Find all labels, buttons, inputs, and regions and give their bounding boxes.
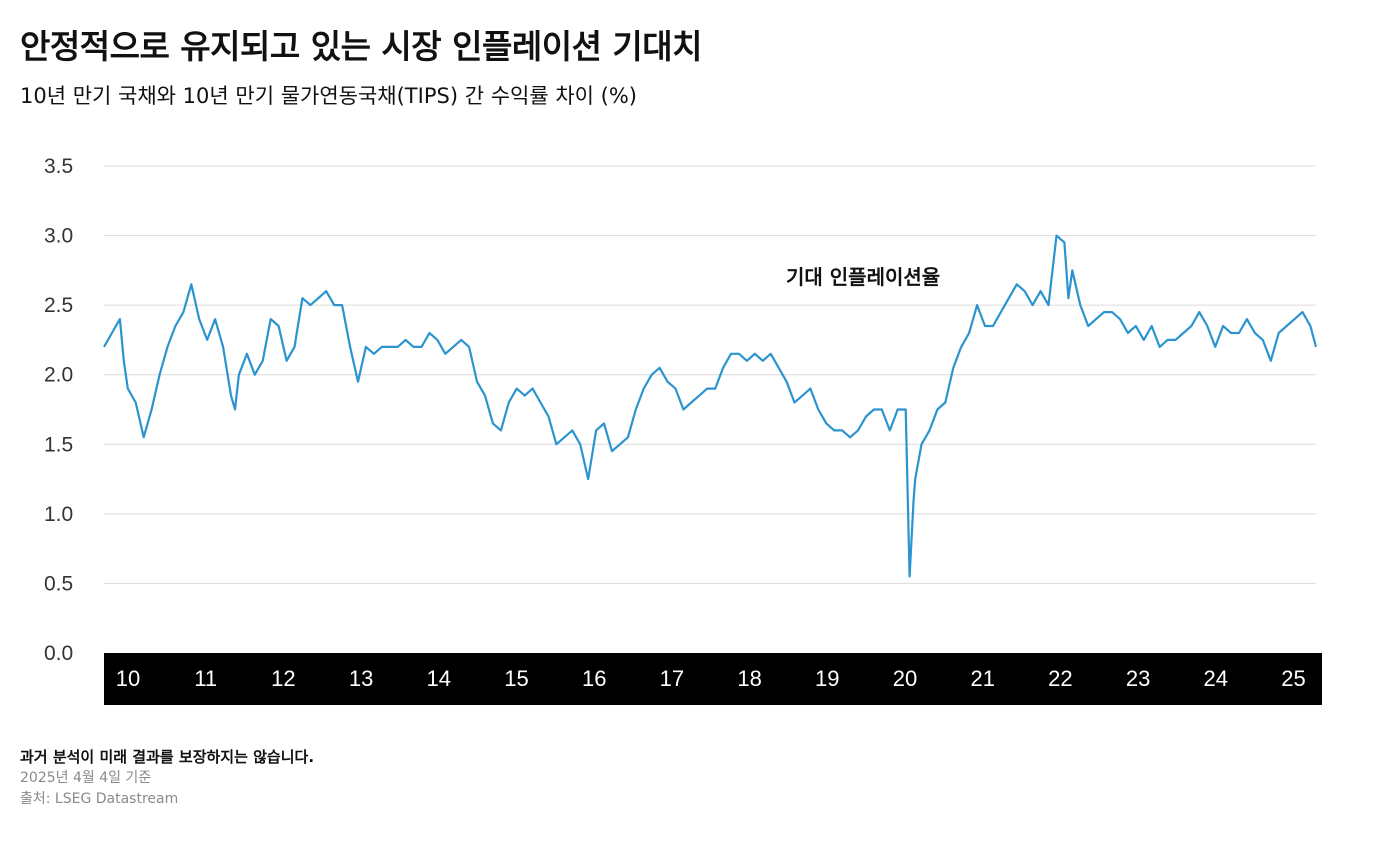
y-tick-label: 1.5 xyxy=(44,433,73,456)
series-line-breakeven xyxy=(103,234,1318,578)
y-axis-tick-labels: 0.0 0.5 1.0 1.5 2.0 2.5 3.0 3.5 xyxy=(44,155,73,665)
x-tick-label: 10 xyxy=(116,666,140,691)
y-tick-label: 0.0 xyxy=(44,642,73,665)
as-of-date: 2025년 4월 4일 기준 xyxy=(20,770,152,786)
y-tick-label: 3.5 xyxy=(44,155,73,178)
x-tick-label: 12 xyxy=(271,666,295,691)
x-tick-label: 13 xyxy=(349,666,373,691)
disclaimer: 과거 분석이 미래 결과를 보장하지는 않습니다. xyxy=(20,748,315,766)
x-tick-label: 11 xyxy=(194,666,217,691)
x-tick-label: 15 xyxy=(504,666,528,691)
x-tick-label: 16 xyxy=(582,666,606,691)
x-tick-label: 22 xyxy=(1048,666,1072,691)
x-tick-label: 18 xyxy=(737,666,761,691)
chart-subtitle: 10년 만기 국채와 10년 만기 물가연동국채(TIPS) 간 수익률 차이 … xyxy=(20,84,637,108)
page-title: 안정적으로 유지되고 있는 시장 인플레이션 기대치 xyxy=(20,27,703,66)
gridlines xyxy=(104,165,1316,584)
y-tick-label: 2.5 xyxy=(44,294,73,317)
x-tick-label: 19 xyxy=(815,666,839,691)
x-tick-label: 23 xyxy=(1126,666,1150,691)
y-tick-label: 3.0 xyxy=(44,225,73,248)
line-annotation: 기대 인플레이션율 xyxy=(786,265,940,289)
x-tick-label: 24 xyxy=(1204,666,1228,691)
x-axis-tick-labels: 10 11 12 13 14 15 16 17 18 19 20 21 22 23 24 25 xyxy=(116,666,1306,691)
x-axis-band xyxy=(104,653,1322,705)
x-tick-label: 17 xyxy=(660,666,684,691)
x-tick-label: 14 xyxy=(427,666,451,691)
x-tick-label: 21 xyxy=(970,666,994,691)
y-tick-label: 1.0 xyxy=(44,503,73,526)
y-tick-label: 2.0 xyxy=(44,364,73,387)
y-tick-label: 0.5 xyxy=(44,572,73,595)
x-tick-label: 25 xyxy=(1281,666,1305,691)
x-tick-label: 20 xyxy=(893,666,917,691)
data-source: 출처: LSEG Datastream xyxy=(20,791,179,807)
